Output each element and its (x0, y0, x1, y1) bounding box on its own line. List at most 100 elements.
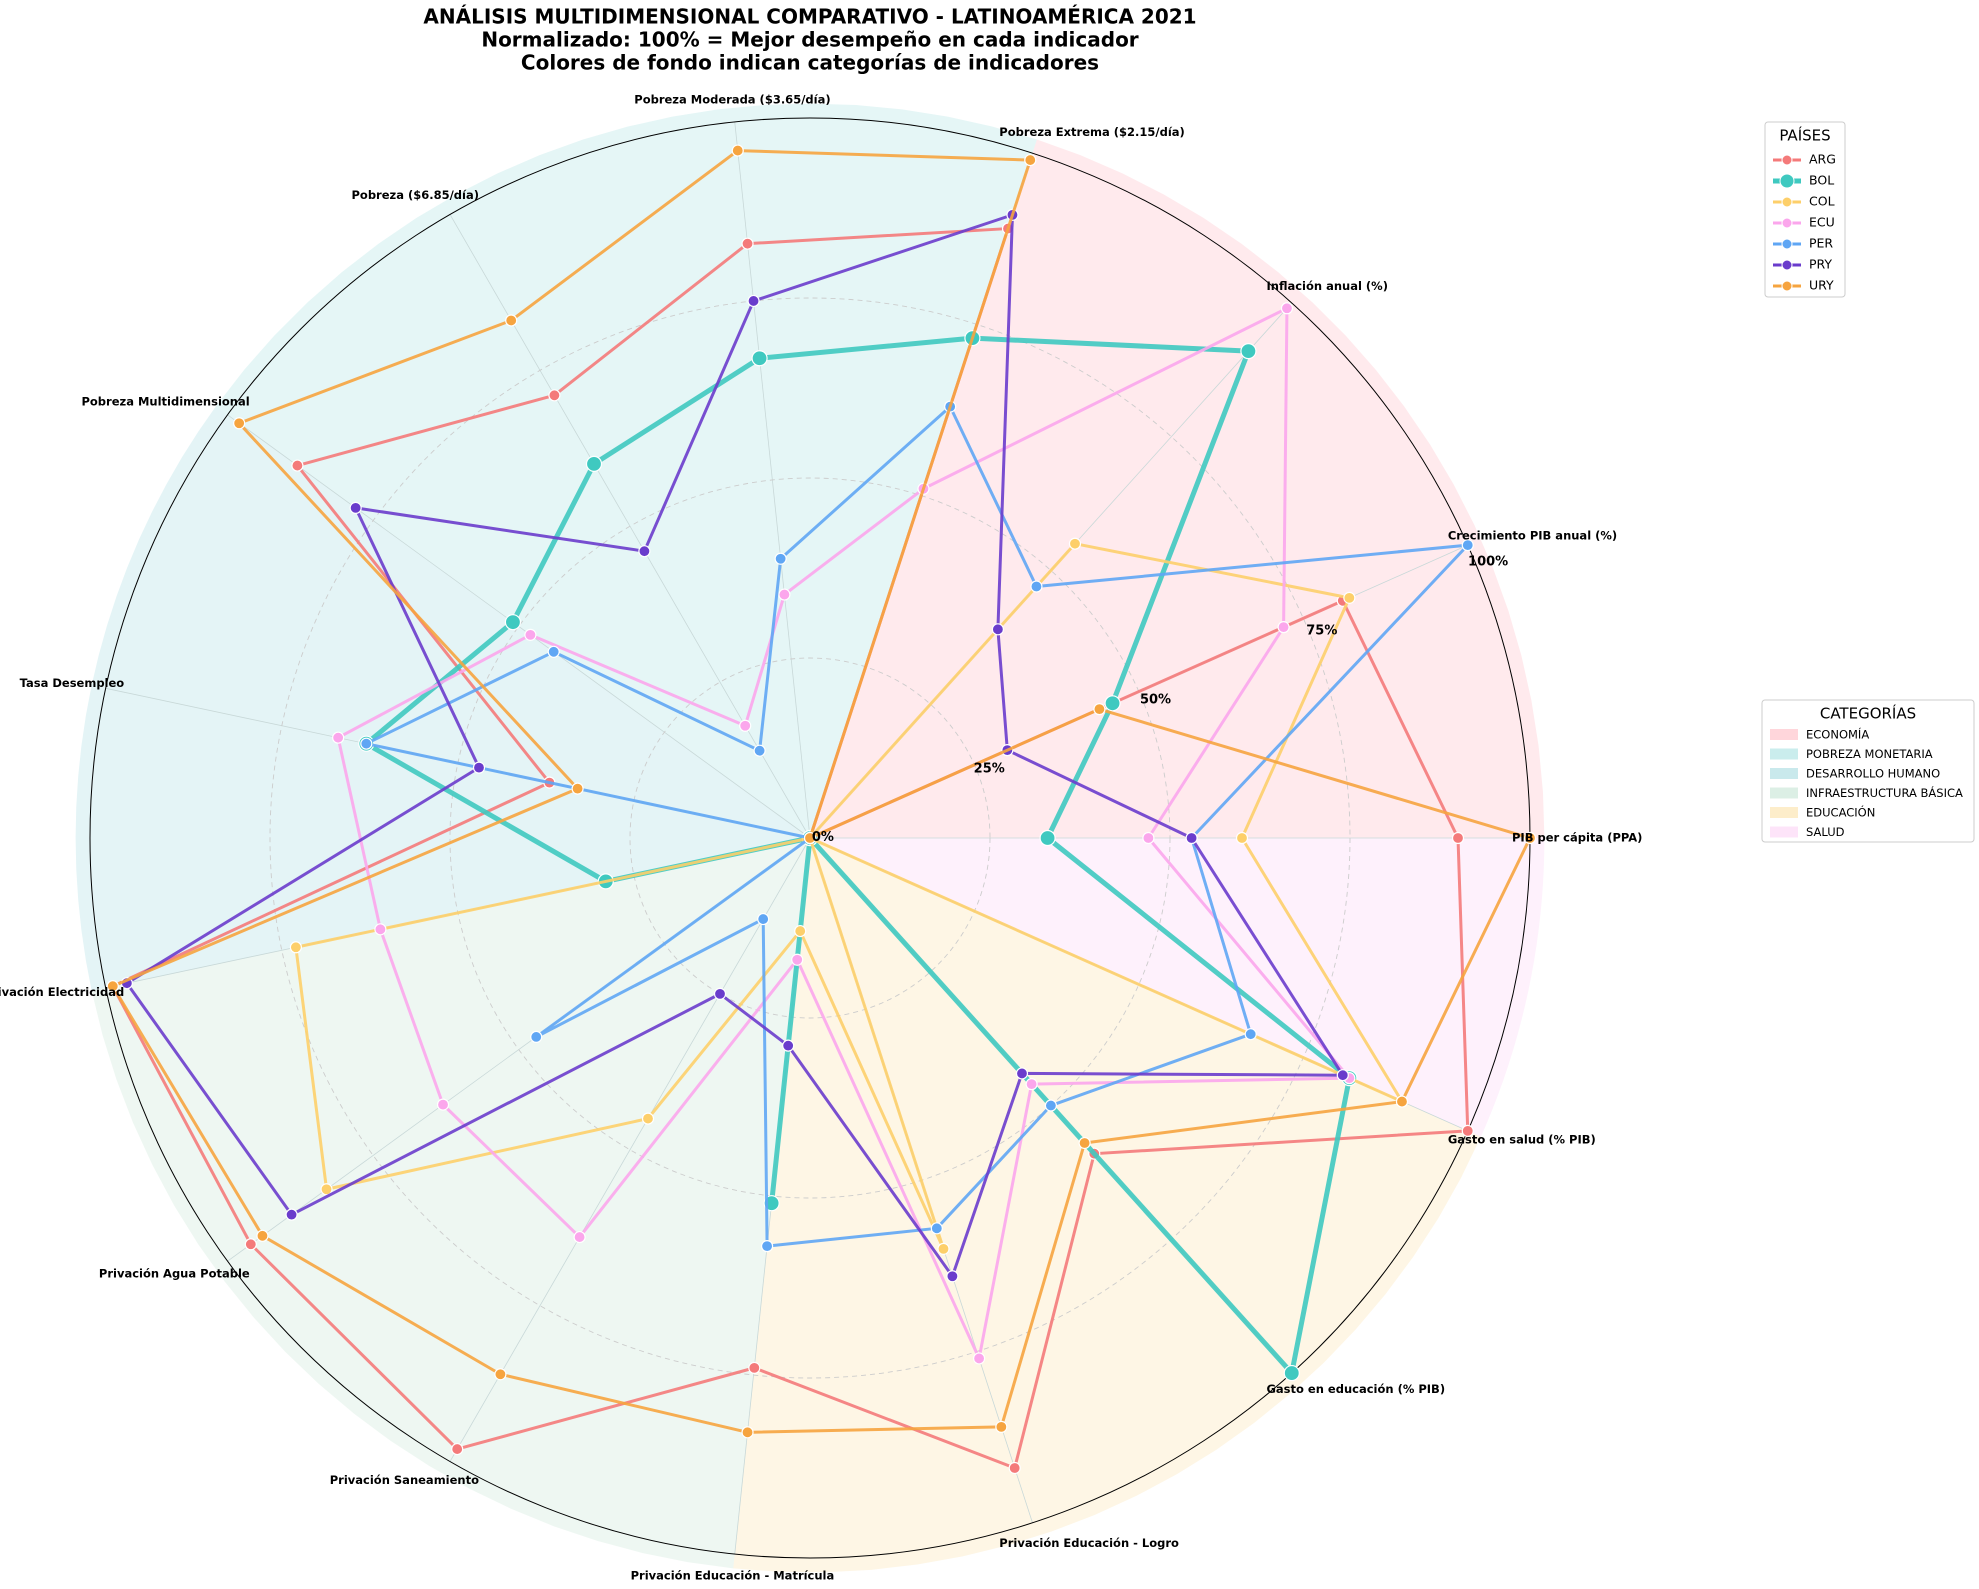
legend-label: DESARROLLO HUMANO (1806, 767, 1940, 781)
series-marker (638, 545, 651, 558)
legend-label: EDUCACIÓN (1806, 805, 1875, 820)
series-marker (285, 1208, 298, 1221)
legend-title: CATEGORÍAS (1820, 704, 1916, 723)
series-marker (1244, 1028, 1257, 1041)
series-marker (573, 1230, 586, 1244)
axis-label: Pobreza ($6.85/día) (351, 188, 479, 202)
grid-ring (269, 297, 1351, 1379)
r-tick-label: 0% (812, 830, 834, 845)
series-marker (751, 350, 768, 367)
series-marker (256, 1229, 269, 1242)
axis-label: Pobreza Moderada ($3.65/día) (634, 93, 830, 107)
axis-label: Privación Agua Potable (99, 1267, 250, 1281)
series-marker (1185, 831, 1198, 845)
series-marker (1093, 703, 1106, 716)
series-marker (244, 1238, 257, 1251)
axis-label: Gasto en salud (% PIB) (1448, 1132, 1596, 1146)
series-marker (530, 1030, 543, 1044)
series-marker (106, 980, 119, 993)
series-line (294, 542, 1404, 1251)
legend-label: URY (1809, 278, 1834, 293)
series-marker (741, 1426, 754, 1439)
series-marker (1280, 302, 1294, 315)
legend-marker (1781, 196, 1793, 208)
grid-ring (629, 657, 991, 1019)
category-wedge (75, 406, 811, 991)
legend-label: PER (1809, 236, 1833, 251)
series-marker (713, 987, 727, 1000)
series-marker (782, 1039, 795, 1052)
legend-label: SALUD (1806, 825, 1845, 839)
legend-swatch (1770, 807, 1798, 818)
series-marker (747, 294, 760, 308)
series-marker (524, 628, 537, 641)
series-marker (739, 719, 752, 732)
axis-label: PIB per cápita (PPA) (1512, 831, 1642, 845)
series-marker (1104, 695, 1121, 712)
grid-ring (449, 477, 1171, 1199)
series-marker (748, 1361, 761, 1374)
series-marker (360, 737, 373, 750)
category-wedge (215, 103, 1037, 839)
axis-label: Privación Saneamiento (330, 1473, 479, 1487)
category-wedge (91, 838, 811, 1569)
r-tick-label: 50% (1140, 692, 1171, 707)
series-marker (741, 237, 754, 250)
series-marker (1235, 831, 1249, 845)
series-marker (289, 941, 302, 954)
series-marker (778, 588, 791, 601)
series-marker (547, 645, 560, 658)
series-marker (571, 782, 584, 795)
legend-label: ECU (1809, 215, 1835, 230)
axis-label: Inflación anual (%) (1266, 279, 1387, 293)
series-marker (291, 459, 304, 472)
chart-subtitle: Colores de fondo indican categorías de i… (521, 51, 1099, 75)
legend-swatch (1770, 768, 1798, 779)
category-wedge (810, 838, 1545, 1137)
category-backgrounds (75, 103, 1545, 1573)
axis-label: Pobreza Extrema ($2.15/día) (999, 125, 1184, 139)
series-marker (472, 761, 486, 774)
r-tick-label: 100% (1468, 555, 1508, 570)
series-marker (1025, 1078, 1038, 1091)
series-marker (436, 1098, 450, 1111)
legend-label: INFRAESTRUCTURA BÁSICA (1806, 785, 1963, 800)
axis-label: Pobreza Multidimensional (81, 394, 249, 408)
legend-label: COL (1809, 194, 1835, 209)
legend-label: ARG (1809, 152, 1836, 167)
series-marker (1336, 1069, 1349, 1082)
series-marker (548, 389, 561, 402)
series-marker (995, 1420, 1008, 1433)
series-marker (1142, 831, 1155, 845)
series-marker (1283, 1364, 1300, 1382)
axis-label: Privación Educación - Matrícula (631, 1568, 835, 1582)
legend-box (1764, 121, 1846, 298)
legend-label: ECONOMÍA (1806, 727, 1869, 742)
legend-title: PAÍSES (1779, 126, 1830, 145)
legend-marker (1781, 154, 1793, 166)
series-marker (803, 831, 817, 845)
legend-label: BOL (1809, 173, 1834, 188)
axis-label: Tasa Desempleo (20, 676, 125, 690)
legend-label: POBREZA MONETARIA (1806, 747, 1933, 761)
series-marker (731, 144, 744, 157)
series-marker (1015, 1067, 1029, 1080)
series-marker (451, 1442, 464, 1456)
series-marker (1024, 153, 1037, 167)
series-marker (320, 1183, 333, 1196)
series-marker (1008, 1461, 1021, 1475)
series-marker (1068, 537, 1082, 550)
series-line (125, 213, 1345, 1278)
series-marker (1277, 621, 1290, 634)
series-marker (504, 614, 522, 631)
series-marker (794, 924, 807, 938)
series-marker (349, 501, 362, 514)
axis-label: Privación Educación - Logro (999, 1536, 1179, 1550)
series-marker (1461, 539, 1474, 552)
axis-label: Privación Electricidad (0, 985, 124, 999)
series-marker (1030, 580, 1043, 593)
series-marker (494, 1368, 507, 1381)
series-marker (937, 1242, 950, 1255)
series (106, 144, 1537, 1475)
